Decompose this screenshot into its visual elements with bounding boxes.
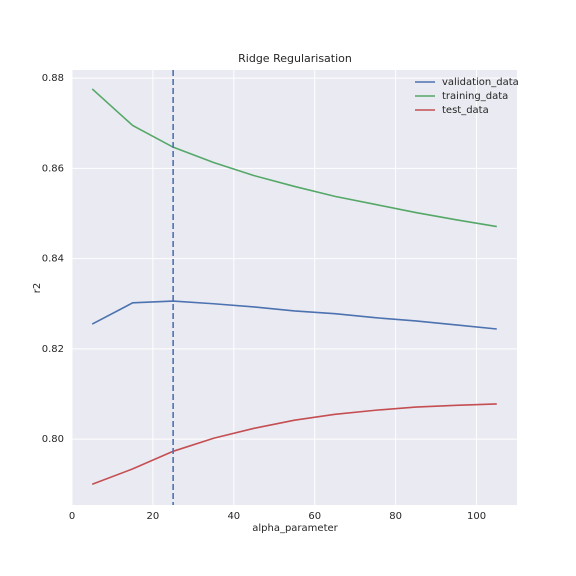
x-tick-label: 80 — [389, 511, 402, 522]
chart-title: Ridge Regularisation — [238, 52, 352, 65]
y-tick-label: 0.82 — [42, 344, 64, 355]
series-line — [91, 300, 497, 330]
x-tick-label: 40 — [227, 511, 240, 522]
x-tick-label: 100 — [467, 511, 486, 522]
x-axis-label: alpha_parameter — [252, 523, 338, 534]
y-tick-label: 0.80 — [42, 434, 64, 445]
legend-label: validation_data — [442, 77, 519, 88]
y-tick-label: 0.86 — [42, 163, 64, 174]
x-tick-label: 60 — [308, 511, 321, 522]
x-tick-label: 20 — [147, 511, 160, 522]
plot-area — [72, 70, 517, 505]
y-tick-label: 0.84 — [42, 254, 64, 265]
series-line — [91, 88, 497, 228]
legend-label: training_data — [442, 91, 508, 102]
y-axis-label: r2 — [32, 283, 43, 293]
y-tick-label: 0.88 — [42, 73, 64, 84]
legend-label: test_data — [442, 105, 489, 116]
x-tick-label: 0 — [69, 511, 75, 522]
series-line — [91, 403, 497, 485]
